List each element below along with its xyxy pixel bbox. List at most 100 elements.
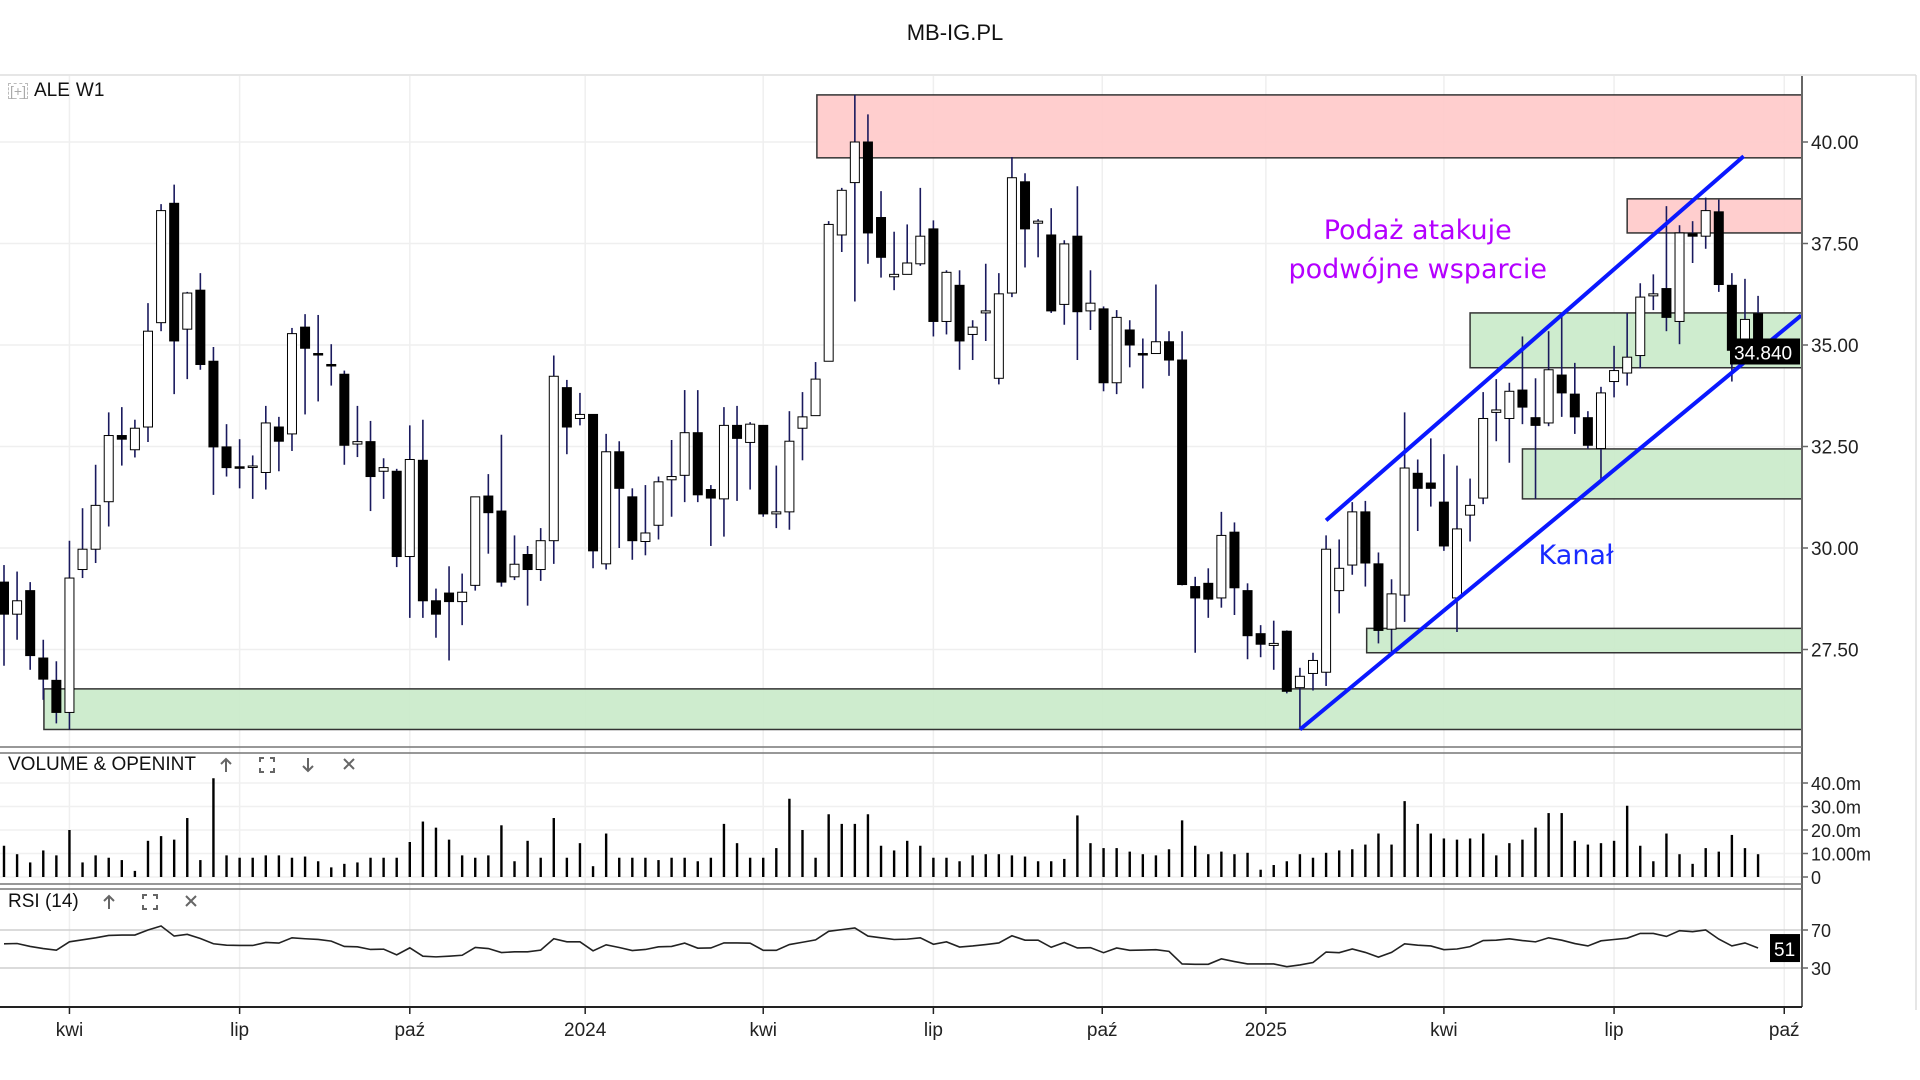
candle xyxy=(1465,478,1476,542)
candle-body-bullish xyxy=(993,293,1004,379)
candle xyxy=(404,425,415,618)
candle xyxy=(38,639,49,700)
candle-body-bearish xyxy=(1124,329,1135,346)
candle-body-bullish xyxy=(1674,232,1685,322)
candle-body-bearish xyxy=(169,202,180,342)
candle-body-bullish xyxy=(1451,528,1462,599)
candle-body-bullish xyxy=(1504,390,1515,419)
candle xyxy=(1242,583,1253,660)
candle xyxy=(326,344,337,386)
candle xyxy=(1360,500,1371,587)
candle-body-bullish xyxy=(771,511,782,515)
candle-body-bearish xyxy=(1229,531,1240,589)
candle-body-bearish xyxy=(1425,482,1436,489)
volume-bars xyxy=(2,778,1760,877)
candle xyxy=(247,455,258,499)
candle xyxy=(1006,157,1017,298)
candle xyxy=(1229,522,1240,615)
candle xyxy=(902,224,913,275)
candle-body-bullish xyxy=(784,440,795,513)
candle xyxy=(574,392,585,426)
candle xyxy=(1085,270,1096,330)
candle xyxy=(522,545,533,606)
arrow-down-icon[interactable] xyxy=(297,755,319,775)
maximize-icon[interactable] xyxy=(139,892,161,912)
candle xyxy=(1582,411,1593,449)
candle xyxy=(391,468,402,568)
candle xyxy=(142,303,153,443)
candle xyxy=(1255,625,1266,658)
candle-body-bearish xyxy=(732,424,743,439)
candle xyxy=(221,424,232,477)
candle-body-bearish xyxy=(313,353,324,356)
candle-body-bearish xyxy=(1517,389,1528,408)
volume-tick-label: 10.00m xyxy=(1811,845,1871,865)
candle xyxy=(1164,331,1175,376)
candle xyxy=(718,407,729,537)
candle-body-bearish xyxy=(25,590,36,657)
rsi-value-badge xyxy=(1770,934,1800,963)
candle-body-bullish xyxy=(457,591,468,603)
candle-body-bearish xyxy=(1530,417,1541,426)
candle xyxy=(849,94,860,302)
candle xyxy=(1059,240,1070,325)
candle-body-bullish xyxy=(1033,220,1044,224)
candle xyxy=(25,582,36,670)
candle xyxy=(1556,312,1567,417)
close-icon[interactable] xyxy=(338,755,360,775)
volume-panel-header: VOLUME & OPENINT xyxy=(8,754,360,776)
arrow-up-icon[interactable] xyxy=(98,892,120,912)
candle-body-bullish xyxy=(77,548,88,571)
candle xyxy=(1046,208,1057,313)
candle-body-bullish xyxy=(601,451,612,565)
candle-body-bullish xyxy=(1465,504,1476,516)
candle xyxy=(1530,378,1541,499)
grid-lines xyxy=(0,76,1802,1007)
candle xyxy=(889,231,900,291)
rsi-value-label: 51 xyxy=(1774,940,1795,961)
candle-body-bullish xyxy=(129,427,140,451)
candle-body-bullish xyxy=(980,310,991,314)
candle xyxy=(1674,225,1685,345)
candle-body-bullish xyxy=(797,416,808,429)
candle xyxy=(129,419,140,458)
candle-body-bearish xyxy=(195,289,206,365)
rsi-panel-title: RSI (14) xyxy=(8,891,79,912)
symbol-legend: [+] ALE W1 xyxy=(8,80,104,102)
candle xyxy=(352,405,363,458)
candle-body-bullish xyxy=(509,563,520,578)
candle-body-bearish xyxy=(1177,359,1188,586)
candle xyxy=(692,390,703,503)
candle-body-bullish xyxy=(1268,642,1279,646)
candle xyxy=(430,588,441,638)
candle xyxy=(208,347,219,495)
volume-tick-label: 20.0m xyxy=(1811,821,1861,841)
candle-body-bullish xyxy=(470,496,481,586)
candle-body-bearish xyxy=(444,592,455,603)
close-icon[interactable] xyxy=(180,892,202,912)
time-tick-label: 2024 xyxy=(564,1020,607,1041)
candle-body-bearish xyxy=(221,446,232,469)
candle xyxy=(1412,459,1423,531)
candle xyxy=(103,412,114,527)
volume-tick-label: 40.0m xyxy=(1811,774,1861,794)
price-tick-label: 35.00 xyxy=(1811,336,1859,357)
chart-annotation: Podaż atakuje xyxy=(1324,215,1512,246)
last-price-badge xyxy=(1730,338,1800,365)
candle xyxy=(169,184,180,395)
candle xyxy=(182,291,193,380)
candle xyxy=(548,355,559,564)
time-tick-label: lip xyxy=(1605,1020,1624,1041)
candle-body-bearish xyxy=(483,495,494,514)
arrow-up-icon[interactable] xyxy=(215,755,237,775)
candle-body-bullish xyxy=(260,422,271,473)
maximize-icon[interactable] xyxy=(256,755,278,775)
rsi-tick-label: 70 xyxy=(1811,921,1831,941)
candle xyxy=(496,434,507,587)
volume-tick-label: 0 xyxy=(1811,868,1821,888)
candle-body-bearish xyxy=(1137,353,1148,356)
candle xyxy=(417,419,428,618)
expand-icon[interactable]: [+] xyxy=(8,83,28,99)
candle xyxy=(1504,382,1515,463)
candle xyxy=(313,314,324,402)
